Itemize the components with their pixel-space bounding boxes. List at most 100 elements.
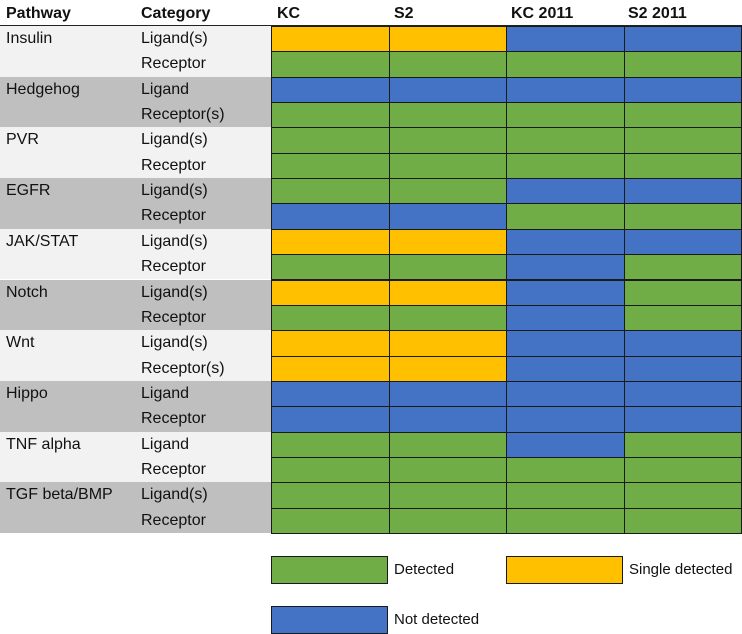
status-cell: [389, 482, 507, 509]
legend-swatch-single: [506, 556, 623, 584]
status-cell: [271, 203, 390, 230]
status-cell: [389, 127, 507, 154]
status-cell: [624, 254, 742, 281]
status-cell: [624, 228, 742, 256]
category-label: Receptor: [141, 511, 206, 529]
category-label: Receptor(s): [141, 106, 225, 124]
status-cell: [624, 330, 742, 357]
pathway-band: [0, 380, 271, 432]
category-label: Ligand: [141, 384, 190, 402]
status-cell: [389, 304, 507, 332]
status-cell: [389, 102, 507, 129]
status-cell: [389, 330, 507, 357]
category-label: Ligand(s): [141, 182, 208, 200]
status-cell: [624, 178, 742, 205]
status-cell: [506, 102, 625, 129]
status-cell: [389, 76, 507, 104]
status-cell: [506, 380, 625, 408]
status-cell: [271, 456, 390, 484]
status-cell: [506, 456, 625, 484]
header-category: Category: [141, 5, 211, 22]
header-pathway: Pathway: [6, 5, 71, 22]
status-cell: [271, 507, 390, 534]
pathway-name: JAK/STAT: [6, 232, 79, 250]
category-label: Ligand: [141, 80, 190, 98]
status-cell: [389, 178, 507, 205]
status-cell: [506, 507, 625, 534]
status-cell: [624, 431, 742, 458]
status-cell: [271, 127, 390, 154]
status-cell: [506, 279, 625, 306]
category-label: Ligand(s): [141, 232, 208, 250]
pathway-name: Notch: [6, 283, 48, 301]
category-label: Receptor: [141, 410, 206, 428]
pathway-name: Hedgehog: [6, 80, 80, 98]
status-cell: [389, 355, 507, 382]
status-cell: [624, 507, 742, 534]
status-cell: [271, 355, 390, 382]
status-cell: [624, 279, 742, 306]
legend-label-detected: Detected: [394, 561, 455, 578]
status-cell: [271, 51, 390, 78]
status-cell: [506, 355, 625, 382]
pathway-band: [0, 127, 271, 179]
status-cell: [389, 406, 507, 433]
status-cell: [271, 482, 390, 509]
category-label: Receptor(s): [141, 359, 225, 377]
status-cell: [506, 330, 625, 357]
pathway-name: TGF beta/BMP: [6, 486, 113, 504]
status-cell: [389, 51, 507, 78]
status-cell: [271, 406, 390, 433]
pathway-name: EGFR: [6, 182, 51, 200]
status-cell: [389, 203, 507, 230]
status-cell: [271, 26, 390, 53]
status-cell: [506, 51, 625, 78]
status-cell: [271, 304, 390, 332]
status-cell: [624, 152, 742, 180]
category-label: Receptor: [141, 207, 206, 225]
category-label: Receptor: [141, 55, 206, 73]
status-cell: [624, 76, 742, 104]
status-cell: [506, 254, 625, 281]
status-cell: [624, 304, 742, 332]
header-s2: S2: [394, 5, 414, 22]
status-cell: [389, 279, 507, 306]
legend-label-not-detected: Not detected: [394, 611, 480, 628]
category-label: Receptor: [141, 460, 206, 478]
status-cell: [506, 482, 625, 509]
status-cell: [624, 102, 742, 129]
pathway-name: PVR: [6, 131, 39, 149]
status-cell: [506, 26, 625, 53]
pathway-band: [0, 26, 271, 77]
pathway-band: [0, 228, 271, 280]
status-cell: [624, 456, 742, 484]
status-cell: [624, 380, 742, 408]
status-cell: [271, 431, 390, 458]
status-cell: [624, 355, 742, 382]
status-cell: [271, 76, 390, 104]
status-cell: [271, 380, 390, 408]
pathway-band: [0, 279, 271, 331]
status-cell: [624, 26, 742, 53]
pathway-band: [0, 178, 271, 229]
status-cell: [624, 203, 742, 230]
status-cell: [389, 456, 507, 484]
category-label: Ligand(s): [141, 486, 208, 504]
status-cell: [389, 507, 507, 534]
pathway-band: [0, 431, 271, 483]
category-label: Receptor: [141, 258, 206, 276]
status-cell: [389, 254, 507, 281]
status-cell: [389, 380, 507, 408]
status-cell: [271, 254, 390, 281]
category-label: Receptor: [141, 308, 206, 326]
category-label: Receptor: [141, 156, 206, 174]
status-cell: [624, 482, 742, 509]
status-cell: [389, 26, 507, 53]
header-kc-2011: KC 2011: [511, 5, 574, 22]
pathway-band: [0, 330, 271, 381]
status-cell: [624, 127, 742, 154]
status-cell: [624, 51, 742, 78]
status-cell: [506, 406, 625, 433]
header-s2-2011: S2 2011: [628, 5, 687, 22]
header-kc: KC: [277, 5, 301, 22]
